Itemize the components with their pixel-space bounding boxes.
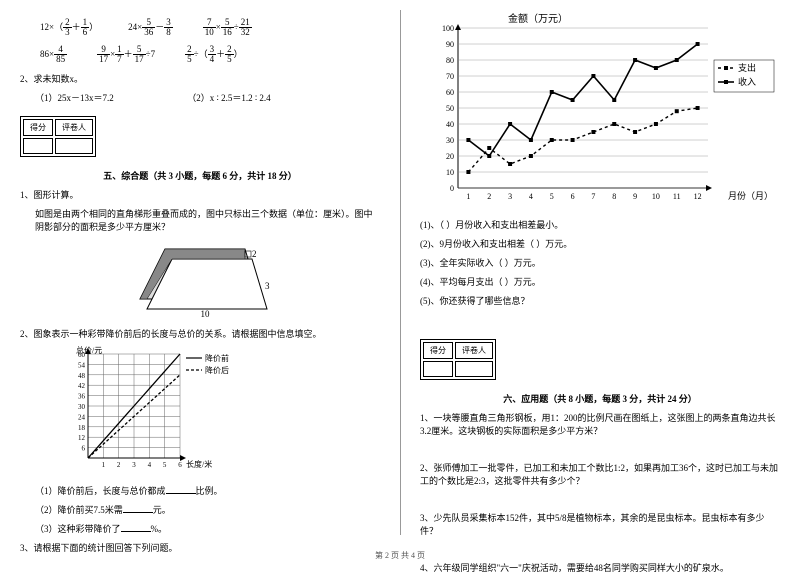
s6-q3: 3、少先队员采集标本152件，其中5/8是植物标本，其余的是昆虫标本。昆虫标本有… — [420, 511, 780, 537]
svg-text:10: 10 — [652, 192, 660, 201]
svg-text:3: 3 — [132, 461, 136, 469]
svg-text:9: 9 — [633, 192, 637, 201]
svg-text:长度/米: 长度/米 — [186, 459, 212, 469]
score-box-right: 得分评卷人 — [420, 339, 496, 380]
svg-text:12: 12 — [78, 434, 86, 442]
svg-text:20: 20 — [446, 152, 454, 161]
rq2: (2)、9月份收入和支出相差（ ）万元。 — [420, 237, 780, 250]
s6-q4: 4、六年级同学组织"六一"庆祝活动，需要给48名同学购买同样大小的矿泉水。 — [420, 561, 780, 574]
svg-text:降价前: 降价前 — [205, 353, 229, 363]
svg-text:18: 18 — [78, 424, 86, 432]
math-expressions-row2: 86×485 917×17＋517÷7 25÷（34＋25） — [40, 45, 380, 64]
ribbon-chart: 降价前降价后6121824303642485460123456总价/元长度/米 — [60, 346, 380, 478]
fig1-label-10: 10 — [201, 309, 211, 319]
svg-text:6: 6 — [571, 192, 575, 201]
expr6: 25÷（34＋25） — [185, 45, 242, 64]
svg-text:8: 8 — [612, 192, 616, 201]
svg-text:2: 2 — [487, 192, 491, 201]
svg-text:24: 24 — [78, 413, 86, 421]
right-column: 金额（万元）0102030405060708090100123456789101… — [400, 0, 800, 545]
svg-text:70: 70 — [446, 72, 454, 81]
svg-text:10: 10 — [446, 168, 454, 177]
section-5-title: 五、综合题（共 3 小题，每题 6 分，共计 18 分） — [20, 169, 380, 182]
svg-text:36: 36 — [78, 393, 86, 401]
s5-q2: 2、图象表示一种彩带降价前后的长度与总价的关系。请根据图中信息填空。 — [20, 327, 380, 340]
svg-text:金额（万元）: 金额（万元） — [508, 12, 568, 25]
svg-text:支出: 支出 — [738, 62, 756, 73]
svg-text:50: 50 — [446, 104, 454, 113]
svg-text:4: 4 — [529, 192, 533, 201]
svg-text:5: 5 — [163, 461, 167, 469]
svg-text:3: 3 — [508, 192, 512, 201]
svg-text:40: 40 — [446, 120, 454, 129]
s5-q2a: （1）降价前后，长度与总价都成比例。 — [35, 484, 380, 497]
svg-text:48: 48 — [78, 372, 86, 380]
math-expressions-row1: 12×（23 ＋ 16） 24×536 － 38 710 × 516 ÷ 213… — [40, 18, 380, 37]
svg-text:42: 42 — [78, 382, 86, 390]
s6-q2: 2、张师傅加工一批零件，已加工和未加工个数比1:2，如果再加工36个，这时已加工… — [420, 461, 780, 487]
question-2: 2、求未知数x。 — [20, 72, 380, 85]
svg-text:降价后: 降价后 — [205, 365, 229, 375]
svg-text:90: 90 — [446, 40, 454, 49]
svg-text:6: 6 — [82, 445, 86, 453]
trapezoid-figure: 10 3 2 — [130, 239, 270, 321]
expr3: 710 × 516 ÷ 2132 — [203, 18, 252, 37]
score-box: 得分评卷人 — [20, 116, 96, 157]
svg-text:0: 0 — [450, 184, 454, 193]
svg-text:80: 80 — [446, 56, 454, 65]
svg-text:6: 6 — [178, 461, 182, 469]
expr5: 917×17＋517÷7 — [97, 45, 155, 64]
svg-text:54: 54 — [78, 361, 86, 369]
svg-text:11: 11 — [673, 192, 681, 201]
fig1-label-3: 3 — [265, 281, 270, 291]
svg-text:60: 60 — [446, 88, 454, 97]
page-footer: 第 2 页 共 4 页 — [0, 550, 800, 561]
section-6-title: 六、应用题（共 8 小题，每题 3 分，共计 24 分） — [420, 392, 780, 405]
svg-text:5: 5 — [550, 192, 554, 201]
s5-q2b: （2）降价前买7.5米需元。 — [35, 503, 380, 516]
s5-q1-body: 如图是由两个相同的直角梯形重叠而成的，图中只标出三个数据（单位：厘米）。图中阴影… — [35, 207, 380, 233]
left-column: 12×（23 ＋ 16） 24×536 － 38 710 × 516 ÷ 213… — [0, 0, 400, 545]
svg-text:1: 1 — [102, 461, 106, 469]
svg-text:收入: 收入 — [738, 76, 756, 87]
svg-text:1: 1 — [466, 192, 470, 201]
svg-text:100: 100 — [442, 24, 454, 33]
svg-text:4: 4 — [148, 461, 152, 469]
svg-text:月份（月）: 月份（月） — [728, 190, 773, 201]
s5-q2c: （3）这种彩带降价了%。 — [35, 522, 380, 535]
expr1: 12×（23 ＋ 16） — [40, 18, 98, 37]
svg-text:30: 30 — [78, 403, 86, 411]
s5-q1: 1、图形计算。 — [20, 188, 380, 201]
expr4: 86×485 — [40, 45, 67, 64]
rq4: (4)、平均每月支出（ ）万元。 — [420, 275, 780, 288]
svg-text:30: 30 — [446, 136, 454, 145]
rq5: (5)、你还获得了哪些信息？ — [420, 294, 780, 307]
svg-text:2: 2 — [117, 461, 121, 469]
expr2: 24×536 － 38 — [128, 18, 173, 37]
line-chart: 金额（万元）0102030405060708090100123456789101… — [420, 10, 780, 212]
question-2-parts: （1）25x－13x＝7.2 （2）x ∶ 2.5＝1.2 ∶ 2.4 — [35, 91, 380, 104]
s6-q1: 1、一块等腰直角三角形钢板，用1：200的比例尺画在图纸上，这张图上的两条直角边… — [420, 411, 780, 437]
svg-text:12: 12 — [694, 192, 702, 201]
svg-text:7: 7 — [591, 192, 595, 201]
fig1-label-2: 2 — [252, 249, 257, 259]
rq3: (3)、全年实际收入（ ）万元。 — [420, 256, 780, 269]
rq1: (1)、（ ）月份收入和支出相差最小。 — [420, 218, 780, 231]
